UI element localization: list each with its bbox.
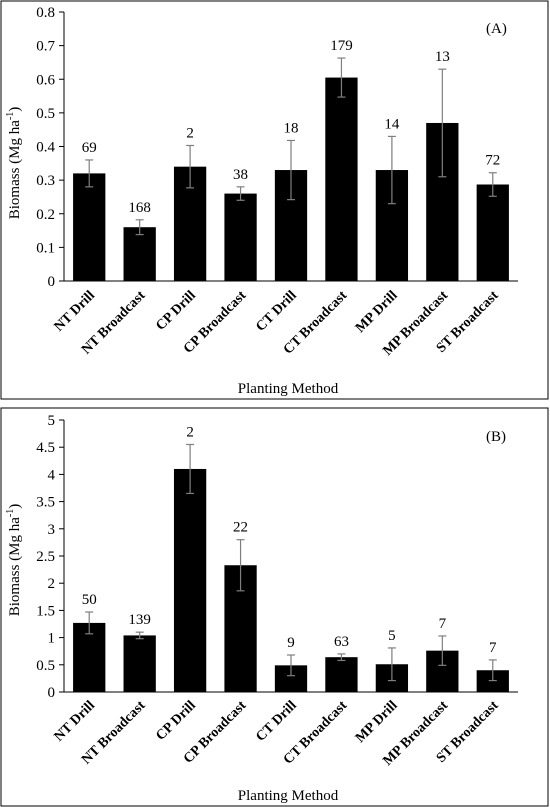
panel-a-data-label: 168	[128, 200, 151, 216]
panel-b-y-tick-label: 2	[48, 576, 56, 592]
panel-a-data-label: 2	[186, 125, 194, 141]
panel-b-y-tick-label: 3.5	[36, 495, 55, 511]
panel-b-y-tick-label: 3	[48, 522, 56, 538]
panel-a-y-tick-label: 0.2	[36, 207, 55, 223]
panel-b-data-label: 22	[233, 520, 248, 536]
panel-b-x-axis-title: Planting Method	[238, 788, 339, 804]
panel-b-data-label: 50	[82, 592, 97, 608]
panel-a-category-label: MP Drill	[353, 288, 401, 336]
panel-b-category-label: MP Drill	[353, 698, 401, 746]
panel-b-y-tick-label: 4.5	[36, 440, 55, 456]
panel-b-bar	[325, 657, 358, 692]
panel-a-bar	[123, 227, 156, 281]
panel-b-y-tick-label: 5	[48, 413, 56, 429]
panel-a-y-tick-label: 0	[48, 274, 56, 290]
panel-b-label: (B)	[486, 429, 506, 445]
panel-b-data-label: 7	[439, 616, 447, 632]
panel-b-y-tick-label: 4	[48, 467, 56, 483]
panel-a-data-label: 14	[384, 116, 400, 132]
panel-a-y-tick-label: 0.8	[36, 5, 55, 21]
panel-a-category-label: CT Drill	[253, 288, 300, 335]
panel-b-y-axis-title-end: )	[7, 504, 23, 509]
panel-a-y-tick-label: 0.6	[36, 72, 55, 88]
panel-a-bar	[224, 193, 257, 281]
panel-a: (A) Biomass (Mg ha-1) Planting Method 0 0…	[0, 0, 549, 400]
panel-a-y-axis-title-sup: -1	[5, 112, 16, 120]
panel-b-bar	[173, 468, 207, 692]
panel-b-data-label: 139	[128, 612, 151, 628]
panel-a-bar	[476, 184, 509, 281]
panel-b-data-label: 9	[287, 635, 295, 651]
panel-b-y-axis-title: Biomass (Mg ha-1)	[5, 504, 23, 617]
panel-a-frame	[0, 0, 549, 400]
panel-a-y-tick-label: 0.1	[36, 240, 55, 256]
panel-a-y-axis-title-end: )	[7, 107, 23, 112]
panel-a-data-label: 69	[82, 140, 97, 156]
panel-b-data-label: 7	[489, 640, 497, 656]
panel-a-data-label: 179	[330, 38, 353, 54]
panel-b-data-label: 5	[388, 628, 396, 644]
panel-a-y-axis-title-main: Biomass (Mg ha	[7, 120, 23, 220]
panel-a-y-tick-label: 0.3	[36, 173, 55, 189]
panel-a-data-label: 18	[284, 120, 299, 136]
svg-text:Biomass (Mg ha-1): Biomass (Mg ha-1)	[5, 107, 23, 220]
panel-a-y-tick-label: 0.4	[36, 140, 55, 156]
panel-a-category-label: CP Drill	[153, 288, 199, 334]
panel-b-category-label: NT Drill	[52, 698, 99, 745]
panel-b-y-tick-label: 2.5	[36, 549, 55, 565]
panel-b-category-label: CT Drill	[253, 698, 300, 745]
svg-text:Biomass (Mg ha-1): Biomass (Mg ha-1)	[5, 504, 23, 617]
panel-b-y-axis-title-sup: -1	[5, 509, 16, 517]
panel-b-bar	[73, 622, 106, 692]
panel-b-y-axis-title-main: Biomass (Mg ha	[7, 517, 23, 617]
panel-b-frame	[0, 407, 549, 807]
panel-a-data-label: 13	[435, 49, 450, 65]
panel-a-bar	[73, 173, 106, 281]
panel-a-data-label: 72	[485, 153, 500, 169]
panel-a-x-axis-title: Planting Method	[238, 381, 339, 397]
panel-b-y-tick-label: 0.5	[36, 658, 55, 674]
panel-a-data-label: 38	[233, 167, 248, 183]
panel-b-y-tick-label: 0	[48, 685, 56, 701]
panel-a-label: (A)	[486, 21, 507, 37]
panel-b-data-label: 2	[186, 424, 194, 440]
panel-a-category-label: NT Drill	[52, 288, 99, 335]
panel-a-y-tick-label: 0.5	[36, 106, 55, 122]
panel-b-bar	[123, 635, 156, 692]
panel-b-y-tick-label: 1.5	[36, 603, 55, 619]
panel-a-y-axis-title: Biomass (Mg ha-1)	[5, 107, 23, 220]
panel-a-y-tick-label: 0.7	[36, 39, 55, 55]
panel-b-y-tick-label: 1	[48, 631, 56, 647]
panel-b-category-label: CP Drill	[153, 698, 199, 744]
panel-b-data-label: 63	[334, 634, 349, 650]
panel-a-bar	[325, 77, 358, 281]
panel-b: (B) Biomass (Mg ha-1) Planting Method 0 0…	[0, 407, 549, 807]
